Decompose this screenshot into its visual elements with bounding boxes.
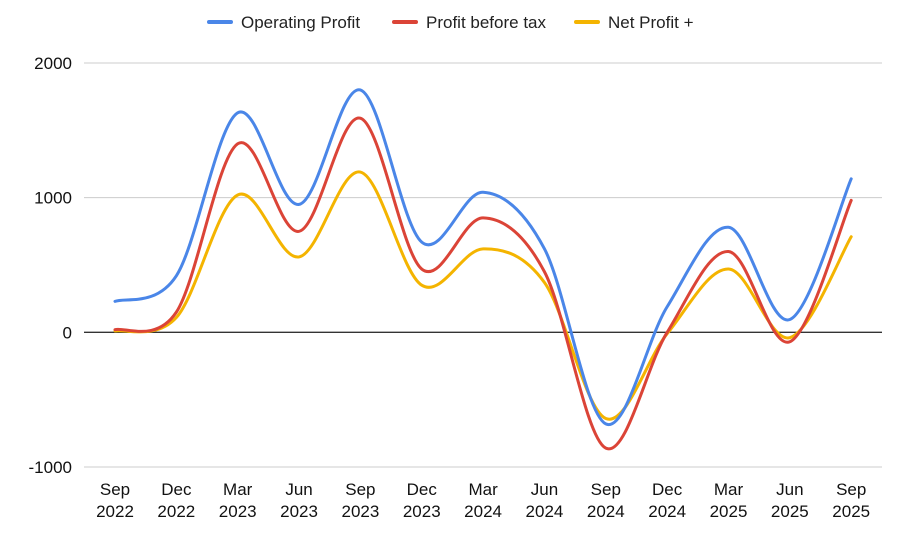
legend-item: Net Profit + [574,13,694,32]
x-axis-ticks: Sep 2022 Dec 2022 Mar 2023 Jun 2023 Sep 2023 Dec 20… [96,480,870,521]
y-axis-ticks: -1000 0 1000 2000 [29,54,72,477]
series-line-operating-profit [113,88,853,426]
legend-label: Profit before tax [426,13,547,32]
x-tick-label: Sep 2022 [96,480,134,521]
x-tick-label: Mar 2023 [219,480,257,521]
x-tick-label: Dec 2024 [648,480,686,521]
legend-label: Operating Profit [241,13,360,32]
y-tick-label: 2000 [34,54,72,73]
x-tick-label: Jun 2024 [526,480,564,521]
series-line-profit-before-tax [113,116,853,451]
legend-item: Profit before tax [392,13,547,32]
series-line-net-profit [113,170,853,421]
x-tick-label: Sep 2025 [832,480,870,521]
legend-label: Net Profit + [608,13,694,32]
x-tick-label: Jun 2023 [280,480,318,521]
series-lines [113,88,853,451]
y-tick-label: 1000 [34,189,72,208]
legend-item: Operating Profit [207,13,360,32]
x-tick-label: Dec 2023 [403,480,441,521]
x-tick-label: Sep 2024 [587,480,625,521]
x-tick-label: Sep 2023 [341,480,379,521]
y-tick-label: 0 [63,323,72,342]
y-tick-label: -1000 [29,458,72,477]
gridlines [84,62,882,468]
x-tick-label: Mar 2024 [464,480,502,521]
x-tick-label: Dec 2022 [157,480,195,521]
x-tick-label: Jun 2025 [771,480,809,521]
legend: Operating Profit Profit before tax Net Pro… [207,13,694,32]
x-tick-label: Mar 2025 [710,480,748,521]
